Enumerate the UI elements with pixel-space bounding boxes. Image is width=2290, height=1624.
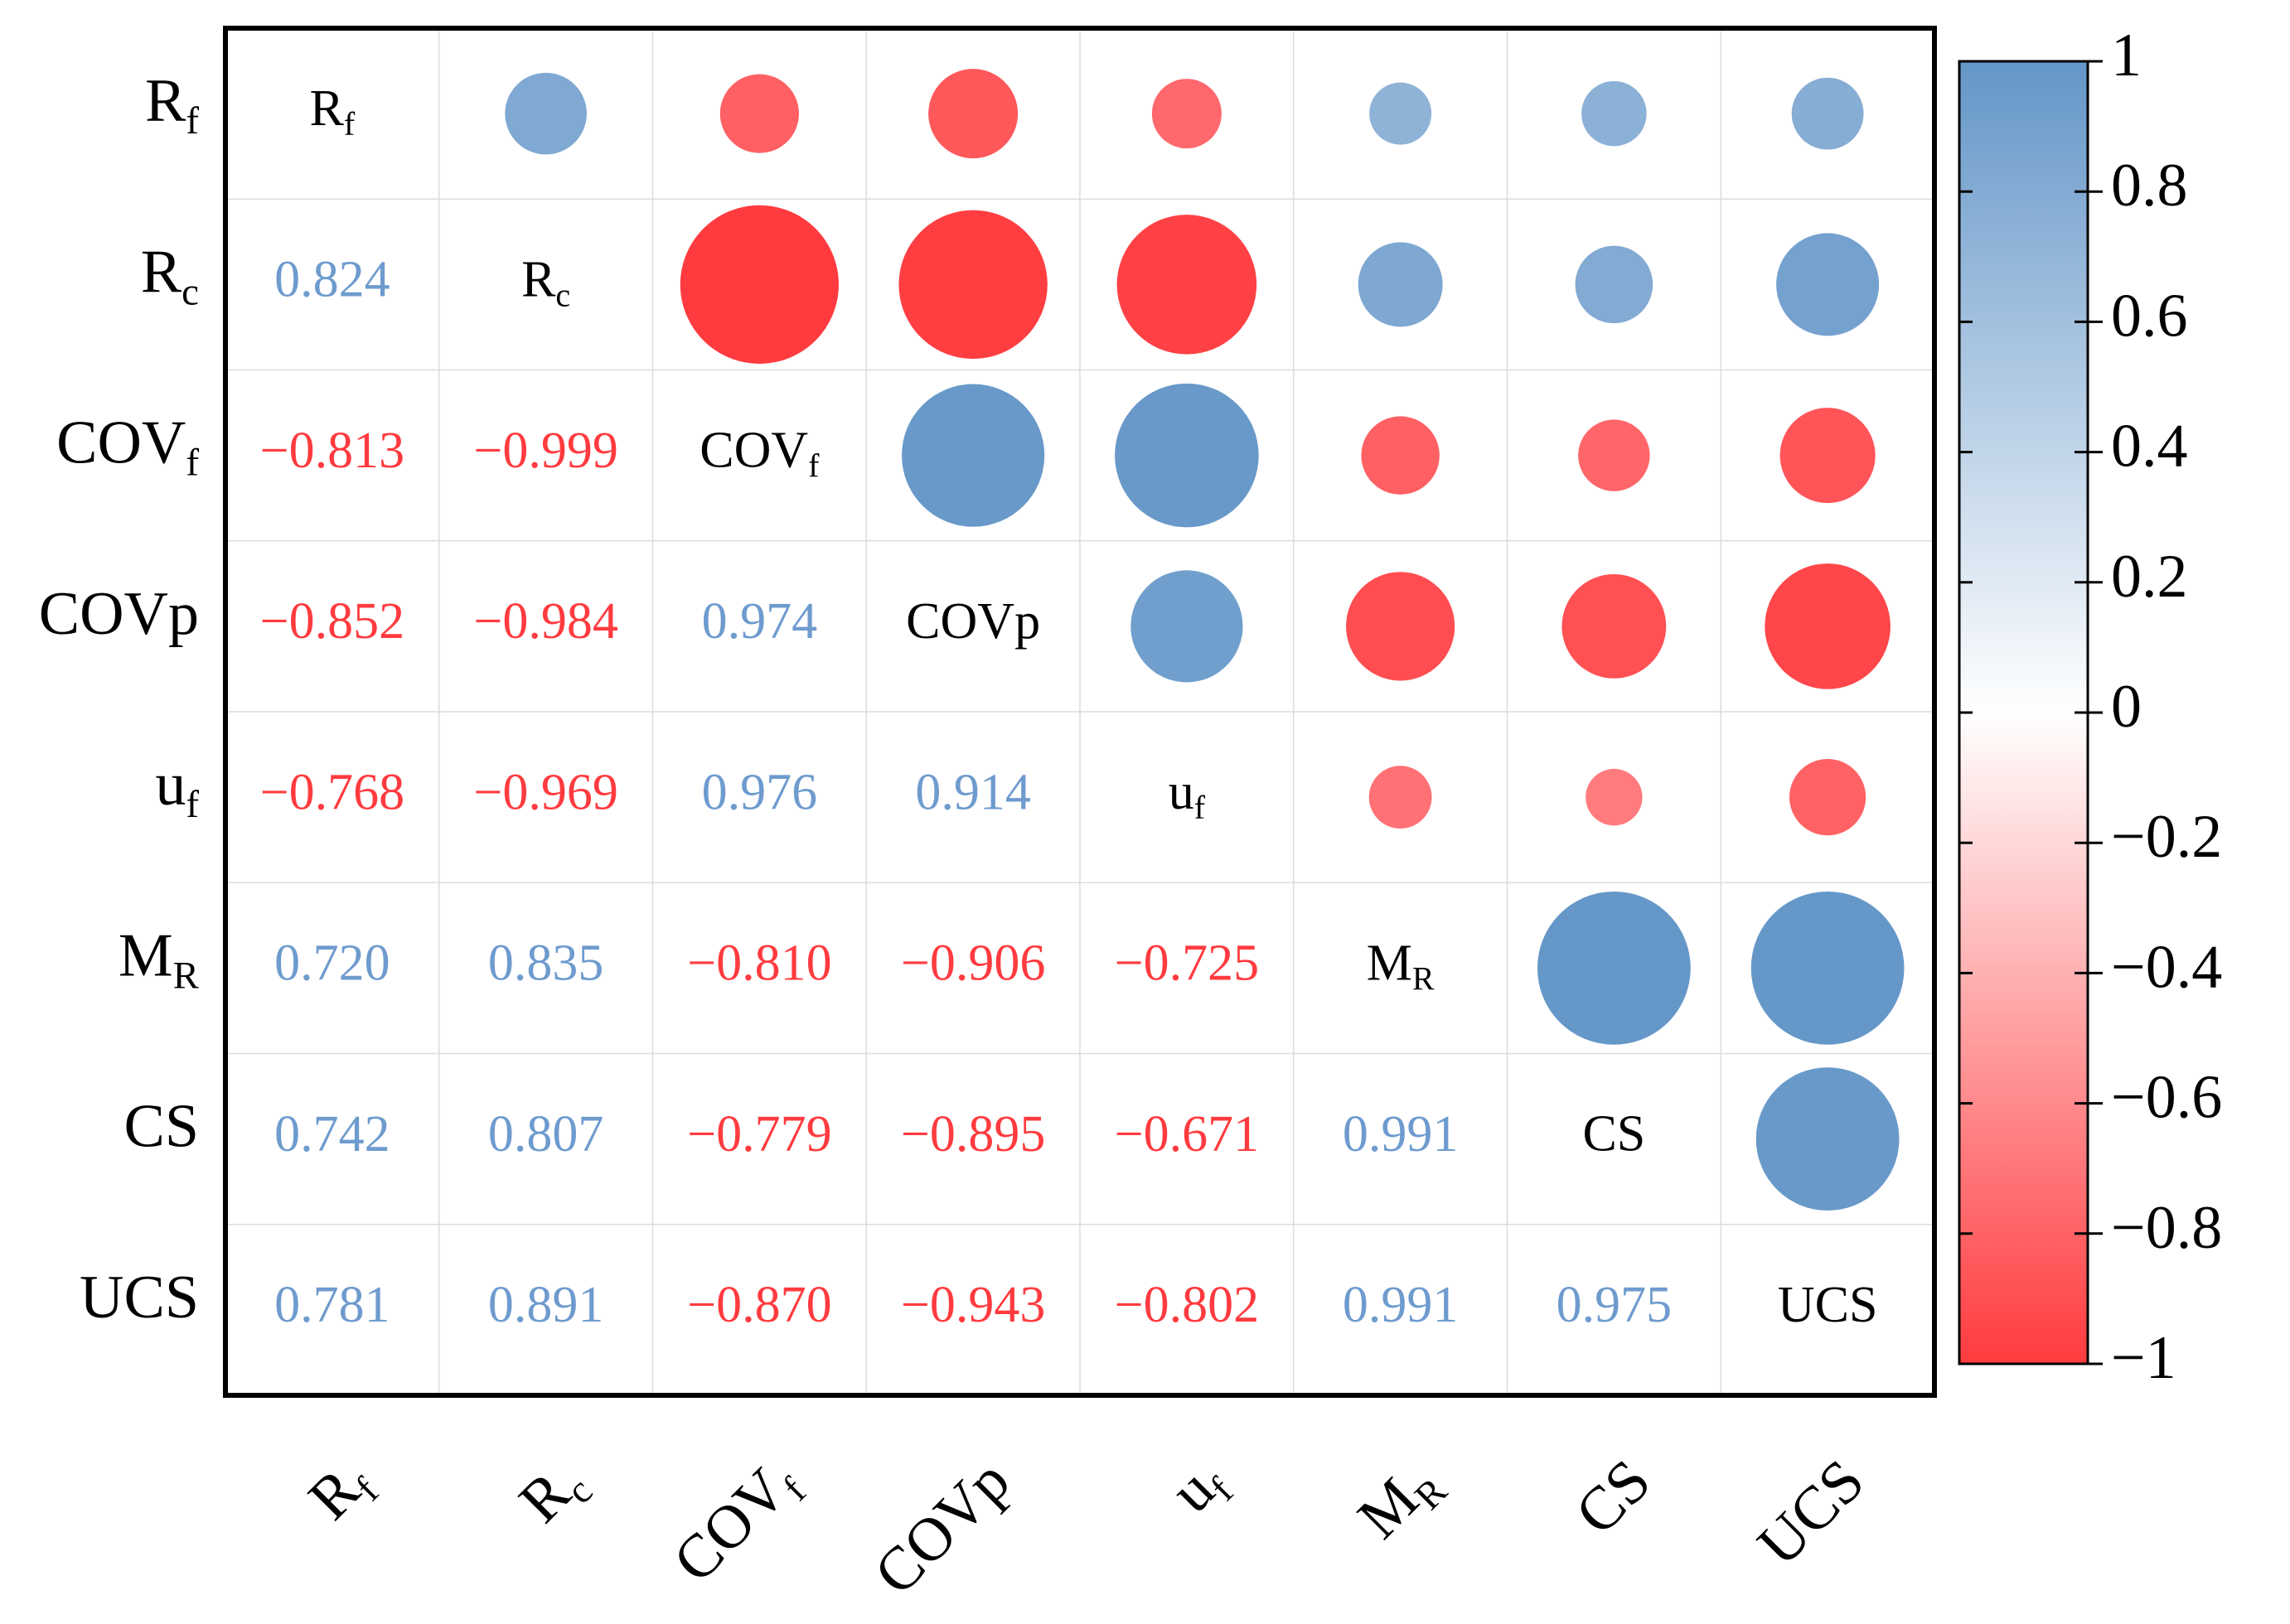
- colorbar-tick-label: −0.2: [2111, 803, 2222, 871]
- corr-value-label: 0.742: [274, 1106, 390, 1162]
- corr-value-label: −0.999: [473, 423, 617, 479]
- diagonal-label: Rc: [521, 252, 570, 314]
- corr-value-label: −0.671: [1115, 1106, 1259, 1162]
- corr-circle: [1116, 215, 1257, 355]
- diagonal-label: MR: [1367, 935, 1435, 998]
- colorbar-tick-label: 0.8: [2111, 152, 2188, 220]
- corr-value-label: 0.781: [274, 1277, 390, 1333]
- corr-circle: [1581, 80, 1647, 147]
- corr-value-label: 0.974: [702, 593, 818, 650]
- colorbar-tick-label: 0.6: [2111, 282, 2188, 350]
- column-label: UCS: [1745, 1447, 1877, 1579]
- column-label: COVf: [661, 1447, 815, 1601]
- corr-value-label: −0.969: [473, 764, 617, 820]
- colorbar: 1 0.8 0.6 0.4 0.2 0 −0.2 −0.4 −0.6 −0.8 −1: [1958, 22, 2222, 1392]
- plot-frame: [223, 26, 1937, 1398]
- corr-circle: [1361, 416, 1440, 495]
- corr-value-label: 0.824: [274, 252, 390, 308]
- corr-value-label: −0.810: [687, 935, 831, 992]
- corr-circle: [898, 210, 1048, 360]
- corr-circle: [1776, 233, 1880, 336]
- corr-value-label: −0.984: [473, 593, 617, 650]
- corr-circle: [719, 74, 799, 153]
- diagonal-label: COVp: [906, 593, 1040, 650]
- diagonal-label: COVf: [700, 423, 820, 485]
- row-label: UCS: [80, 1264, 199, 1332]
- corr-value-label: 0.835: [488, 935, 604, 992]
- corr-circle: [505, 72, 587, 155]
- corr-circle: [1358, 242, 1443, 327]
- row-label: Rc: [141, 238, 199, 313]
- corr-circle: [1130, 570, 1243, 683]
- corr-circle: [1586, 768, 1643, 826]
- corr-circle: [1151, 79, 1222, 149]
- row-label: Rf: [145, 67, 199, 143]
- corr-circle: [1368, 766, 1432, 829]
- column-label: uf: [1158, 1447, 1242, 1531]
- column-label: Rf: [296, 1447, 387, 1538]
- corr-value-label: −0.768: [260, 764, 404, 820]
- diagonal-label: uf: [1169, 764, 1206, 826]
- column-label: MR: [1345, 1447, 1455, 1557]
- corr-circle: [1561, 573, 1667, 679]
- colorbar-tick-label: 0.2: [2111, 543, 2188, 611]
- diagonal-label: UCS: [1778, 1277, 1878, 1333]
- row-label: COVf: [56, 409, 199, 485]
- corr-circle: [1755, 1067, 1900, 1211]
- corr-value-label: 0.891: [488, 1277, 604, 1333]
- corr-value-label: −0.943: [901, 1277, 1045, 1333]
- corr-circle: [1575, 245, 1653, 324]
- corr-circle: [1779, 408, 1876, 504]
- corr-value-label: 0.720: [274, 935, 390, 992]
- corr-value-label: 0.991: [1343, 1277, 1459, 1333]
- colorbar-gradient: [1958, 60, 2089, 1365]
- corr-value-label: −0.779: [687, 1106, 831, 1162]
- corr-value-label: 0.914: [915, 764, 1031, 820]
- corr-circle: [902, 384, 1045, 527]
- corr-value-label: 0.975: [1557, 1277, 1673, 1333]
- corr-value-label: −0.725: [1115, 935, 1259, 992]
- corr-value-label: 0.976: [702, 764, 818, 820]
- row-label: COVp: [39, 580, 199, 648]
- colorbar-tick-label: −0.6: [2111, 1064, 2222, 1132]
- corr-value-label: −0.813: [260, 423, 404, 479]
- corr-circle: [1115, 383, 1259, 528]
- corr-value-label: 0.991: [1343, 1106, 1459, 1162]
- corr-value-label: −0.802: [1115, 1277, 1259, 1333]
- corr-value-label: −0.906: [901, 935, 1045, 992]
- corr-value-label: −0.852: [260, 593, 404, 650]
- row-label: uf: [155, 751, 199, 826]
- column-label: COVp: [862, 1447, 1024, 1608]
- corr-circle: [680, 205, 839, 364]
- corr-value-label: 0.807: [488, 1106, 604, 1162]
- corr-value-label: −0.895: [901, 1106, 1045, 1162]
- corr-value-label: −0.870: [687, 1277, 831, 1333]
- corr-circle: [1578, 419, 1650, 491]
- diagonal-label: Rf: [310, 80, 356, 143]
- corr-circle: [928, 69, 1019, 159]
- column-label: Rc: [506, 1447, 601, 1541]
- corr-circle: [1765, 563, 1891, 689]
- row-label: CS: [123, 1093, 199, 1161]
- corr-circle: [1789, 759, 1866, 836]
- row-label: MR: [119, 921, 200, 997]
- corr-circle: [1750, 891, 1905, 1045]
- colorbar-tick-label: 0: [2111, 673, 2142, 741]
- corr-circle: [1346, 572, 1455, 681]
- colorbar-tick-label: 0.4: [2111, 413, 2188, 481]
- colorbar-tick-label: −0.4: [2111, 933, 2222, 1001]
- colorbar-tick-label: 1: [2111, 22, 2142, 89]
- colorbar-tick-label: −1: [2111, 1324, 2176, 1392]
- colorbar-tick-label: −0.8: [2111, 1194, 2222, 1262]
- column-label: CS: [1562, 1447, 1663, 1548]
- corr-circle: [1537, 891, 1691, 1045]
- diagonal-label: CS: [1582, 1106, 1645, 1162]
- corr-circle: [1791, 77, 1864, 150]
- corr-circle: [1369, 82, 1432, 145]
